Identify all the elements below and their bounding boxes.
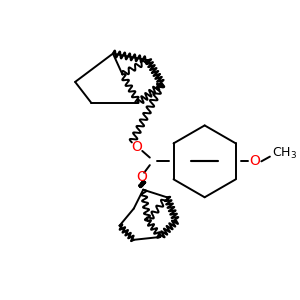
- Text: O: O: [249, 154, 260, 168]
- Text: CH$_3$: CH$_3$: [272, 146, 297, 161]
- Text: O: O: [136, 170, 147, 184]
- Text: O: O: [131, 140, 142, 154]
